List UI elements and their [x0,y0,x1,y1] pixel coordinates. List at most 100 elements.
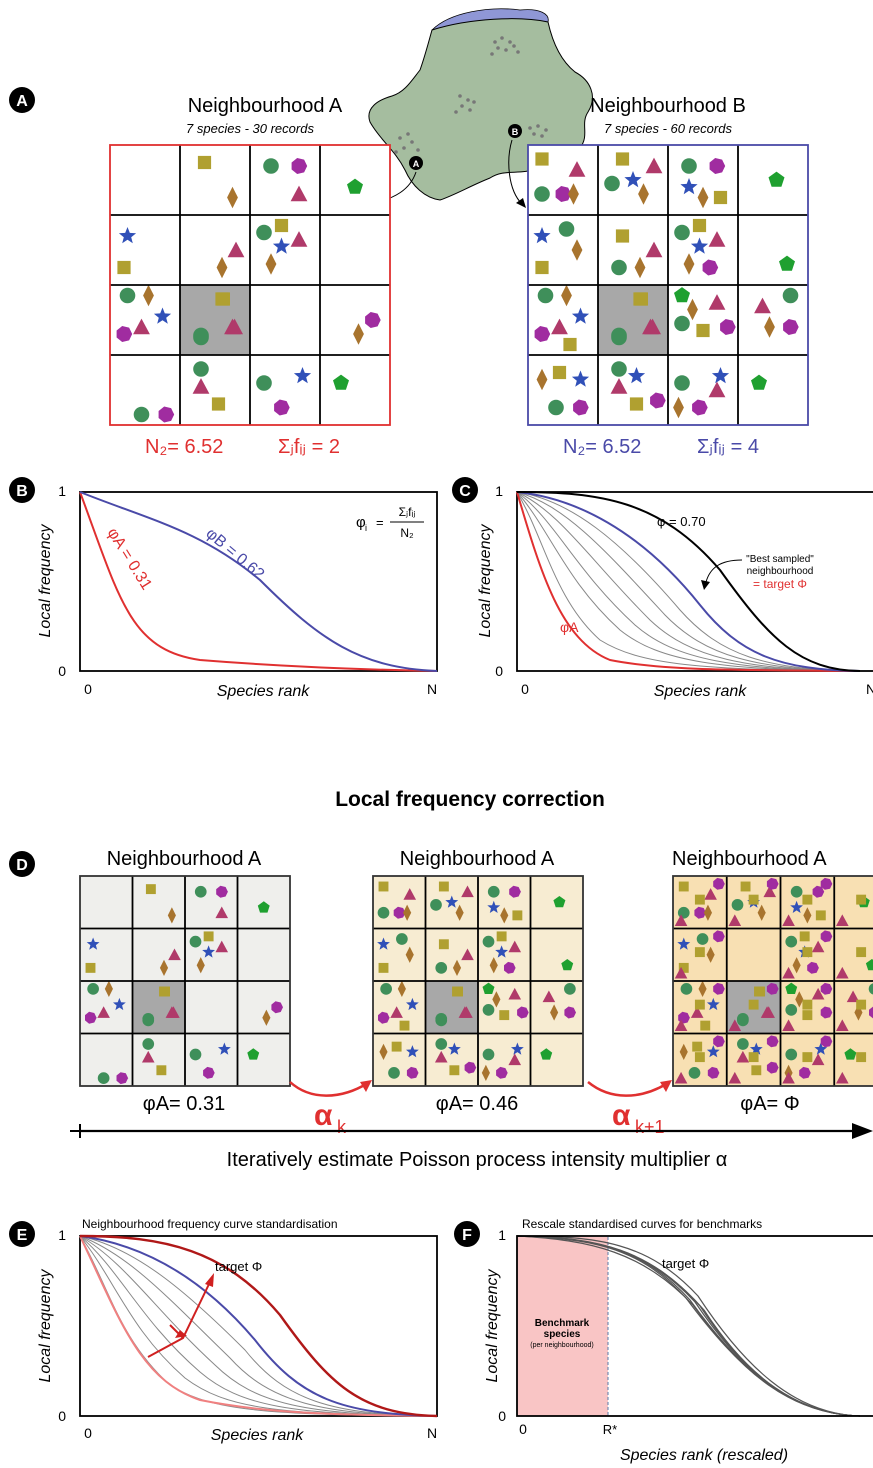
plot-f-title: Rescale standardised curves for benchmar… [522,1217,762,1231]
plot-c-frame [516,491,873,672]
plot-e-xleft: 0 [84,1425,92,1441]
panel-d: Local frequency correction D Neighbourho… [9,788,873,1171]
alpha-k1-sub: k+1 [635,1117,665,1137]
benchmark-line1: Benchmark [535,1318,590,1329]
plot-f-ybottom: 0 [498,1408,506,1424]
neighbourhood-b-sum: Σⱼfᵢⱼ = 4 [697,436,759,458]
plot-f-ytop: 1 [498,1227,506,1243]
plot-e-xlabel: Species rank [211,1427,304,1444]
plot-e-curve-b [79,1235,438,1417]
curve-phi-a [79,491,438,672]
plot-b-ybottom: 0 [58,663,66,679]
plot-b-ylabel: Local frequency [37,524,54,638]
benchmark-line3: (per neighbourhood) [530,1342,593,1349]
benchmark-zone [517,1237,608,1416]
curve-phi-a-label: φA = 0.31 [104,525,155,593]
grid1-title: Neighbourhood A [107,848,262,870]
panel-b: B 1 0 0 N Species rank Local frequency φ… [9,477,438,700]
plot-b-xlabel: Species rank [217,683,310,700]
grid2-title: Neighbourhood A [400,848,555,870]
map-marker-a: A [413,159,420,169]
badge-b-label: B [16,483,28,500]
plot-c-xright: N [866,681,873,697]
neighbourhood-a-grid [109,144,391,426]
plot-e-ytop: 1 [58,1227,66,1243]
correction-grid-1 [79,875,291,1087]
plot-c-curve-b [516,491,861,672]
correction-grid-3 [672,875,873,1087]
formula-numerator: Σⱼfᵢⱼ [399,505,416,519]
panel-e: E Neighbourhood frequency curve standard… [9,1217,438,1444]
badge-a: A [9,87,35,113]
best-sampled-line2: neighbourhood [747,566,814,577]
badge-c-label: C [459,483,471,500]
alpha-k-sub: k [337,1117,347,1137]
neighbourhood-a-title: Neighbourhood A [188,95,343,117]
neighbourhood-b-n2: N₂= 6.52 [563,436,641,458]
grid3-title: Neighbourhood A [672,848,827,870]
plot-e-frame [79,1235,438,1417]
neighbourhood-b-title: Neighbourhood B [590,95,746,117]
alpha-k1: α [612,1099,631,1132]
alpha-k1-arrow [587,1081,669,1097]
plot-b-xleft: 0 [84,681,92,697]
timeline-caption: Iteratively estimate Poisson process int… [227,1149,728,1171]
best-sampled-line1: "Best sampled" [746,554,814,565]
plot-e-arrows [147,1281,211,1358]
formula-sub: i [365,523,367,533]
plot-b-ytop: 1 [58,483,66,499]
badge-a-label: A [16,93,28,110]
plot-f-xlabel: Species rank (rescaled) [620,1447,788,1464]
plot-e-ylabel: Local frequency [37,1269,54,1383]
plot-f-xleft: 0 [519,1421,527,1437]
plot-f-rescaled-curves [516,1235,861,1417]
alpha-k-arrow [289,1081,369,1097]
badge-e-label: E [17,1227,28,1244]
neighbourhood-a-n2: N₂= 6.52 [145,436,223,458]
neighbourhood-b-subtitle: 7 species - 60 records [604,121,732,136]
formula-denominator: N₂ [400,526,414,540]
badge-f-label: F [462,1227,472,1244]
plot-c-xlabel: Species rank [654,683,747,700]
formula-eq: = [376,515,384,530]
curve-phi-b [79,491,438,672]
correction-grid-2 [372,875,584,1087]
neighbourhood-a-sum: Σⱼfᵢⱼ = 2 [278,436,340,458]
panel-c: C 1 0 0 N Species rank Local frequency φ… [452,477,873,700]
formula-phi: φ [356,514,366,531]
plot-e-curve-a [79,1235,438,1417]
panel-a: A A B Neighbourhood A 7 species - 30 rec… [9,8,809,458]
benchmark-line2: species [544,1329,581,1340]
panel-f: F Rescale standardised curves for benchm… [454,1217,873,1464]
plot-e-target-label: target Φ [215,1259,262,1274]
plot-f-frame [516,1235,873,1417]
curve-phi-b-label: φB = 0.62 [202,525,267,583]
plot-e-title: Neighbourhood frequency curve standardis… [82,1217,338,1231]
best-sampled-line3: = target Φ [753,577,807,591]
plot-e-target-curve [79,1234,438,1418]
plot-c-phi-label: φ = 0.70 [657,514,706,529]
plot-c-xleft: 0 [521,681,529,697]
grid2-value: φA= 0.46 [436,1093,518,1115]
phi-formula: φ i = Σⱼfᵢⱼ N₂ [356,505,424,540]
map-marker-b: B [512,127,519,137]
alpha-k: α [314,1099,333,1132]
plot-c-ybottom: 0 [495,663,503,679]
plot-e-ybottom: 0 [58,1408,66,1424]
plot-b-frame [79,491,438,672]
plot-c-target-curve [516,491,861,672]
grid1-value: φA= 0.31 [143,1093,225,1115]
neighbourhood-b-grid [527,144,809,426]
plot-e-xright: N [427,1425,437,1441]
plot-c-ylabel: Local frequency [477,524,494,638]
grid3-value: φA= Φ [740,1093,800,1115]
plot-c-ytop: 1 [495,483,503,499]
plot-f-xmark: R* [603,1422,617,1437]
plot-b-xright: N [427,681,437,697]
plot-c-curve-a [516,491,861,672]
neighbourhood-a-subtitle: 7 species - 30 records [186,121,314,136]
section-title: Local frequency correction [335,788,605,811]
plot-f-target-label: target Φ [662,1256,709,1271]
badge-d-label: D [16,857,28,874]
